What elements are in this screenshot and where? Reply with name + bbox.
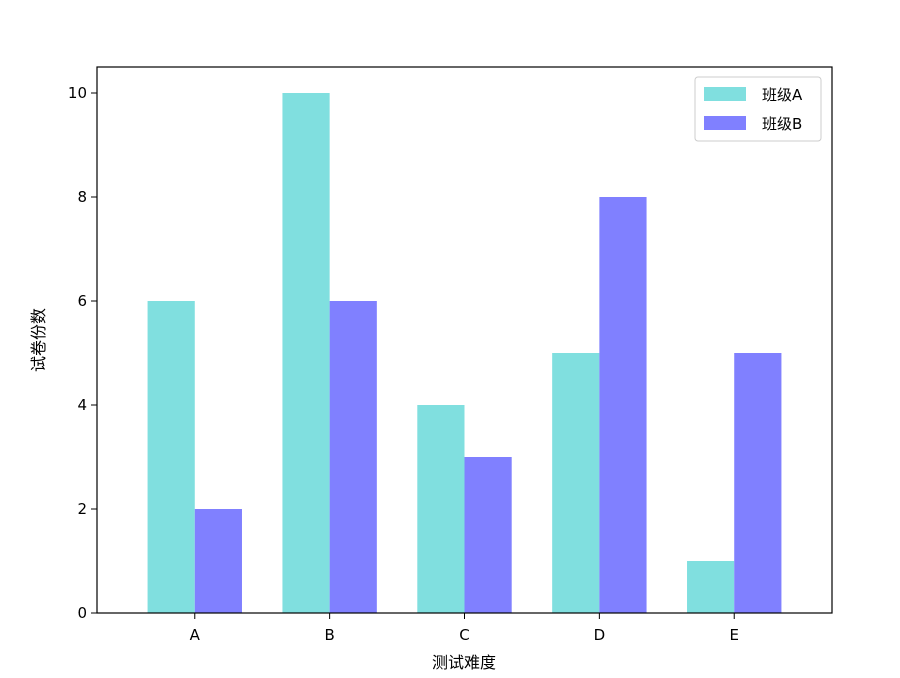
x-tick-label-C: C [459,626,469,644]
legend-label-class-b: 班级B [762,115,802,133]
bar-series-a-C [417,405,465,613]
y-tick-label: 6 [77,292,87,310]
x-tick-label-D: D [594,626,606,644]
x-axis: A B C D E [190,613,739,644]
y-tick-label: 2 [77,500,87,518]
y-tick-label: 4 [77,396,87,414]
y-axis: 0 2 4 6 8 10 [68,84,97,622]
legend-label-class-a: 班级A [762,86,803,104]
bar-series-b-B [329,301,377,613]
y-tick-label: 10 [68,84,87,102]
bar-series-b-A [194,509,242,613]
legend-swatch-class-b [704,116,746,130]
x-tick-label-E: E [729,626,738,644]
bar-series-a-D [552,353,600,613]
x-axis-label: 测试难度 [432,653,496,672]
bar-series-a-E [687,561,735,613]
legend-swatch-class-a [704,87,746,101]
y-tick-label: 8 [77,188,87,206]
bar-series-a-A [147,301,195,613]
legend: 班级A 班级B [694,76,822,142]
bars-layer [147,93,782,613]
y-tick-label: 0 [77,604,87,622]
bar-series-b-E [734,353,782,613]
bar-series-a-B [282,93,330,613]
bar-series-b-D [599,197,647,613]
x-tick-label-B: B [324,626,334,644]
y-axis-label: 试卷份数 [29,308,48,372]
x-tick-label-A: A [190,626,201,644]
bar-series-b-C [464,457,512,613]
